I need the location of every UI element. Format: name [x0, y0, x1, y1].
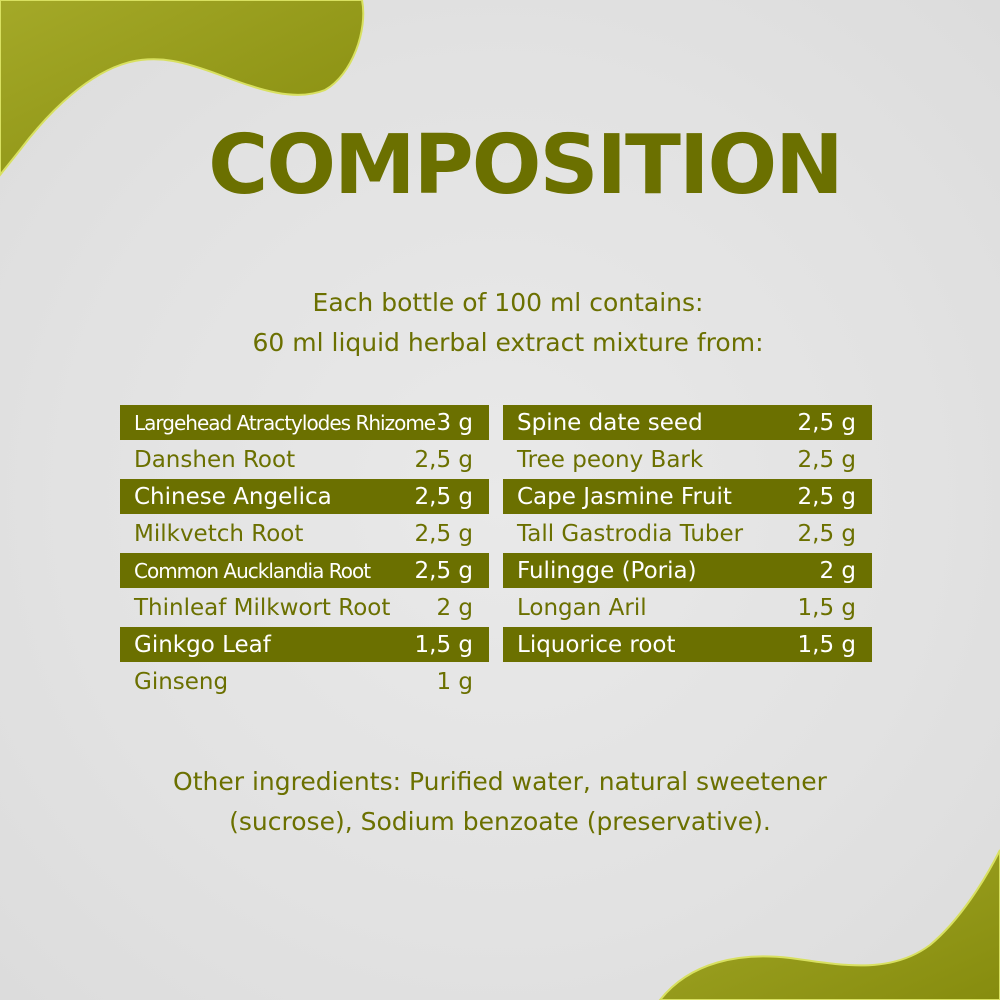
ingredient-amount: 1 g	[436, 668, 473, 695]
page-title: COMPOSITION	[208, 118, 844, 213]
ingredient-name: Largehead Atractylodes Rhizome	[134, 410, 436, 435]
other-line-1: Other ingredients: Purified water, natur…	[173, 767, 827, 796]
ingredient-row: Liquorice root 1,5 g	[503, 627, 872, 662]
ingredient-name: Thinleaf Milkwort Root	[134, 594, 391, 621]
ingredient-amount: 2 g	[436, 594, 473, 621]
ingredient-amount: 2,5 g	[797, 446, 857, 473]
ingredient-row: Largehead Atractylodes Rhizome 3 g	[120, 405, 489, 440]
ingredient-name: Ginseng	[134, 668, 229, 695]
other-ingredients: Other ingredients: Purified water, natur…	[0, 762, 1000, 842]
ingredient-amount: 2,5 g	[797, 483, 857, 510]
ingredient-amount: 1,5 g	[797, 594, 857, 621]
ingredient-amount: 1,5 g	[414, 631, 474, 658]
ingredient-name: Chinese Angelica	[134, 483, 332, 510]
ingredients-right-column: Spine date seed 2,5 g Tree peony Bark 2,5 g…	[503, 405, 872, 664]
ingredient-amount: 2,5 g	[414, 520, 474, 547]
ingredient-name: Spine date seed	[517, 409, 703, 436]
intro-line-2: 60 ml liquid herbal extract mixture from…	[252, 328, 764, 357]
ingredient-name: Milkvetch Root	[134, 520, 304, 547]
other-line-2: (sucrose), Sodium benzoate (preservative…	[229, 807, 771, 836]
ingredient-name: Common Aucklandia Root	[134, 558, 371, 583]
intro-line-1: Each bottle of 100 ml contains:	[312, 288, 704, 317]
ingredient-row: Danshen Root 2,5 g	[120, 442, 489, 477]
ingredient-amount: 2,5 g	[797, 409, 857, 436]
ingredient-name: Cape Jasmine Fruit	[517, 483, 732, 510]
ingredient-amount: 1,5 g	[797, 631, 857, 658]
ingredient-amount: 2,5 g	[414, 483, 474, 510]
intro-text: Each bottle of 100 ml contains: 60 ml li…	[0, 283, 1000, 363]
ingredient-amount: 2,5 g	[414, 446, 474, 473]
ingredient-row: Ginseng 1 g	[120, 664, 489, 699]
ingredient-row: Fulingge (Poria) 2 g	[503, 553, 872, 588]
ingredient-name: Fulingge (Poria)	[517, 557, 697, 584]
ingredient-name: Danshen Root	[134, 446, 296, 473]
ingredient-row: Chinese Angelica 2,5 g	[120, 479, 489, 514]
ingredient-row: Thinleaf Milkwort Root 2 g	[120, 590, 489, 625]
ingredient-name: Liquorice root	[517, 631, 676, 658]
ingredient-row: Milkvetch Root 2,5 g	[120, 516, 489, 551]
ingredient-row: Ginkgo Leaf 1,5 g	[120, 627, 489, 662]
ingredient-amount: 2 g	[819, 557, 856, 584]
ingredient-amount: 2,5 g	[414, 557, 474, 584]
ingredient-row: Tall Gastrodia Tuber 2,5 g	[503, 516, 872, 551]
bottom-right-blob	[658, 849, 1000, 1000]
ingredient-amount: 3 g	[436, 409, 473, 436]
ingredient-name: Longan Aril	[517, 594, 647, 621]
ingredient-row: Cape Jasmine Fruit 2,5 g	[503, 479, 872, 514]
ingredient-row: Tree peony Bark 2,5 g	[503, 442, 872, 477]
ingredient-name: Tall Gastrodia Tuber	[517, 520, 744, 547]
ingredients-left-column: Largehead Atractylodes Rhizome 3 g Danshen…	[120, 405, 489, 701]
ingredient-name: Ginkgo Leaf	[134, 631, 271, 658]
ingredient-amount: 2,5 g	[797, 520, 857, 547]
ingredient-row: Spine date seed 2,5 g	[503, 405, 872, 440]
ingredient-row: Longan Aril 1,5 g	[503, 590, 872, 625]
top-left-blob	[0, 0, 365, 177]
ingredient-name: Tree peony Bark	[517, 446, 704, 473]
ingredient-row: Common Aucklandia Root 2,5 g	[120, 553, 489, 588]
